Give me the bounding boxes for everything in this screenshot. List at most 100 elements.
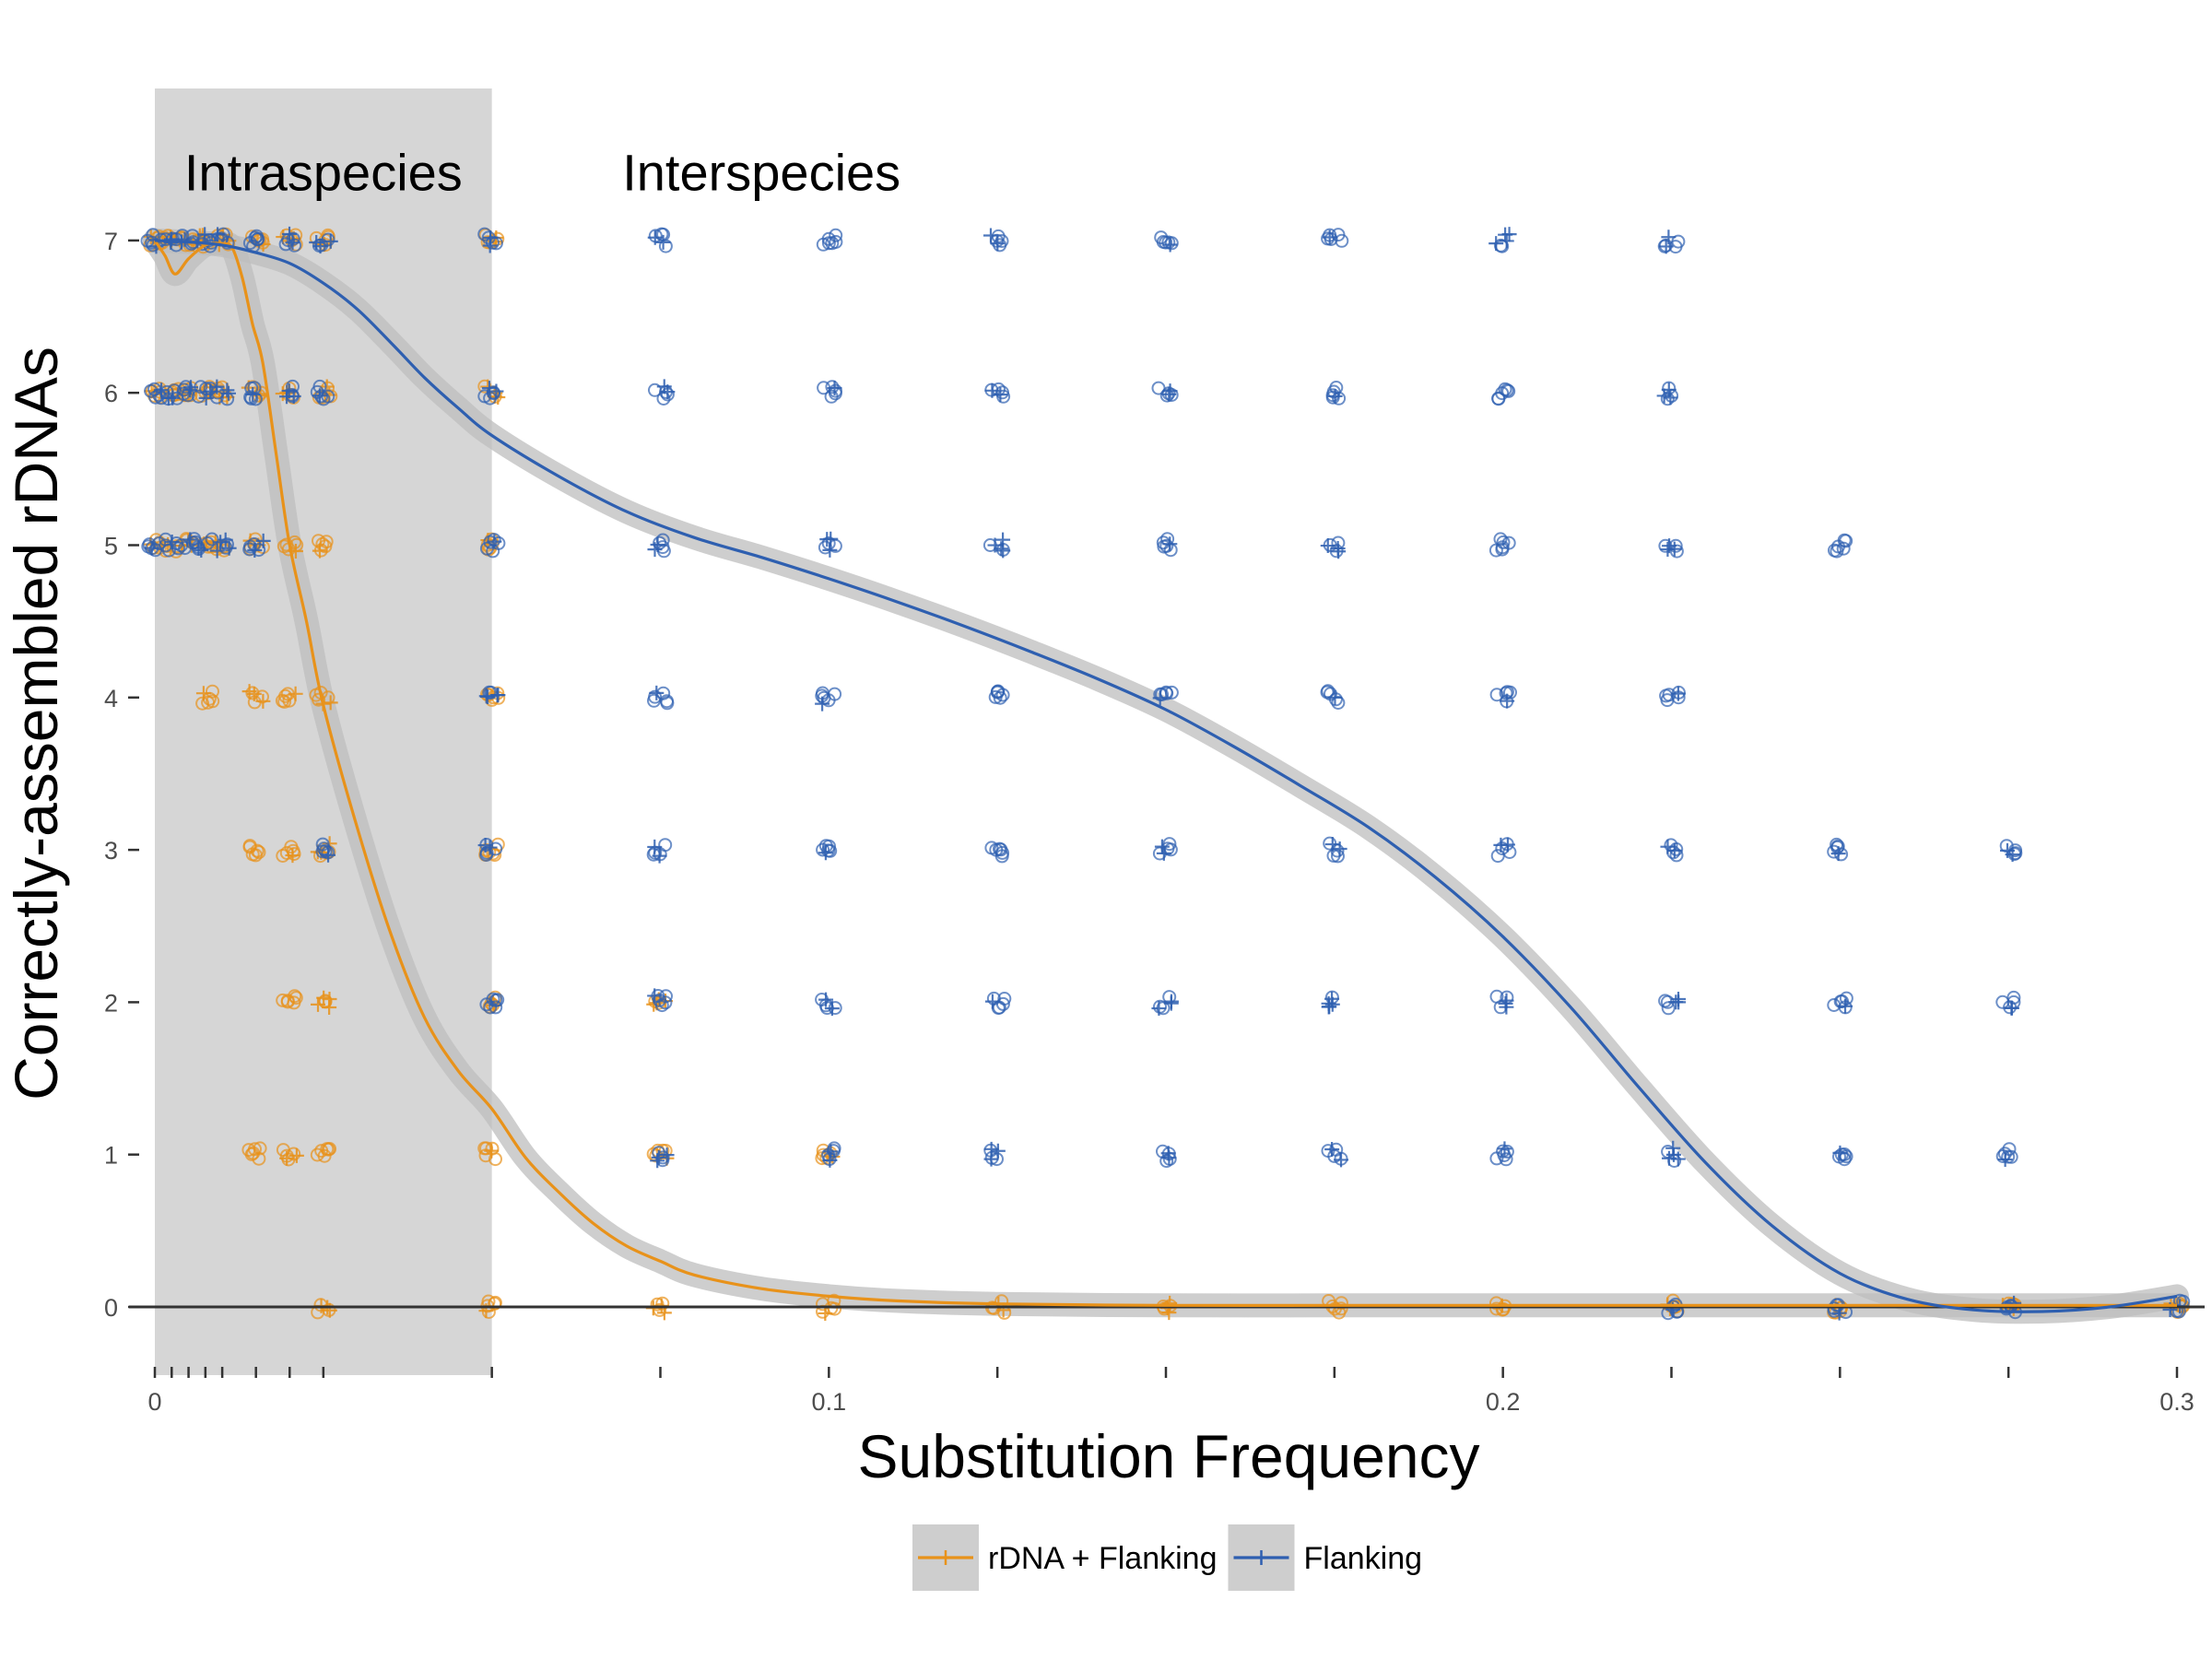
data-point (1839, 534, 1853, 548)
data-point (209, 379, 225, 394)
data-point (1669, 544, 1684, 559)
data-point-cluster (275, 686, 303, 709)
data-point (479, 848, 494, 862)
data-point (994, 849, 1009, 864)
data-point (1321, 999, 1336, 1015)
data-point (1658, 994, 1673, 1008)
data-point-cluster (1661, 1140, 1686, 1168)
data-point-cluster (815, 992, 842, 1017)
data-point (279, 1148, 294, 1163)
data-point (658, 995, 673, 1010)
x-axis-title: Substitution Frequency (857, 1422, 1479, 1490)
smooth-line-0 (153, 240, 2177, 1308)
data-point (823, 843, 838, 858)
data-point (992, 382, 1006, 396)
data-point (312, 239, 328, 254)
data-point-cluster (195, 684, 220, 711)
data-point (818, 1305, 833, 1321)
data-point (816, 842, 830, 857)
data-point (1669, 848, 1684, 863)
data-point (1500, 1145, 1514, 1159)
data-point-cluster (241, 1141, 267, 1166)
data-point (247, 695, 262, 710)
data-point (649, 685, 665, 700)
data-point (255, 693, 271, 709)
data-point (489, 688, 505, 703)
data-point (486, 992, 500, 1006)
data-point (481, 230, 496, 245)
data-point (314, 238, 329, 253)
data-point (1489, 688, 1504, 702)
data-point (660, 387, 675, 402)
data-point (996, 389, 1011, 404)
data-point (1334, 1296, 1348, 1311)
x-tick-label: 0 (147, 1388, 161, 1416)
data-point-cluster (477, 227, 503, 253)
data-point (477, 227, 492, 241)
data-point-cluster (1151, 990, 1179, 1017)
data-point (477, 1141, 492, 1156)
legend-label: rDNA + Flanking (988, 1541, 1218, 1576)
data-point-cluster (815, 686, 842, 712)
data-point (141, 539, 156, 554)
data-point (219, 382, 235, 398)
data-point (1495, 540, 1510, 555)
data-point-cluster (276, 1143, 304, 1167)
data-point (251, 232, 265, 246)
data-point (1330, 843, 1345, 858)
data-point (1658, 239, 1674, 254)
data-point-cluster (647, 227, 673, 253)
data-point (191, 389, 206, 404)
data-point (659, 1147, 675, 1163)
data-point (648, 382, 662, 397)
data-point (1159, 235, 1173, 250)
data-point-cluster (645, 1296, 672, 1321)
data-point (279, 389, 295, 405)
data-point-cluster (479, 533, 506, 559)
data-point (1160, 1146, 1176, 1161)
data-point-cluster (821, 1141, 841, 1168)
data-point (656, 392, 671, 406)
data-point (659, 989, 673, 1004)
data-point (1667, 1154, 1682, 1168)
data-point-cluster (1323, 836, 1347, 864)
data-point (660, 696, 675, 711)
data-point-cluster (984, 991, 1012, 1016)
data-point (825, 236, 840, 251)
region-label: Intraspecies (184, 144, 463, 202)
data-point (321, 845, 335, 860)
region-label: Interspecies (622, 144, 900, 202)
data-point-cluster (276, 840, 301, 864)
data-point (647, 839, 663, 854)
data-point-cluster (984, 841, 1010, 864)
data-point (1499, 993, 1514, 1008)
data-point (1665, 388, 1679, 403)
data-point (1999, 839, 2014, 853)
region-labels: Intraspecies Interspecies (184, 144, 900, 202)
data-point-cluster (1321, 990, 1340, 1015)
data-point (200, 536, 215, 550)
data-point (1156, 535, 1171, 550)
data-point (1163, 842, 1178, 857)
y-tick-label: 2 (104, 989, 118, 1017)
data-point (288, 238, 302, 253)
data-point (483, 1000, 498, 1015)
data-point (1501, 227, 1517, 242)
data-point (244, 391, 259, 406)
data-point (288, 1147, 304, 1163)
data-point (316, 392, 331, 406)
smooth-lines (153, 239, 2178, 1313)
data-point-cluster (311, 990, 337, 1015)
data-point (248, 848, 263, 863)
data-point-cluster (1490, 837, 1517, 864)
data-point (1670, 1151, 1686, 1167)
data-point (322, 1302, 336, 1317)
data-point (1501, 383, 1516, 398)
data-point (310, 1147, 324, 1162)
data-point-cluster (1658, 538, 1684, 559)
data-point (161, 392, 176, 406)
data-point-cluster (1659, 685, 1686, 708)
data-point-cluster (816, 228, 843, 252)
data-point-cluster (1321, 1141, 1349, 1168)
data-point (183, 380, 199, 395)
